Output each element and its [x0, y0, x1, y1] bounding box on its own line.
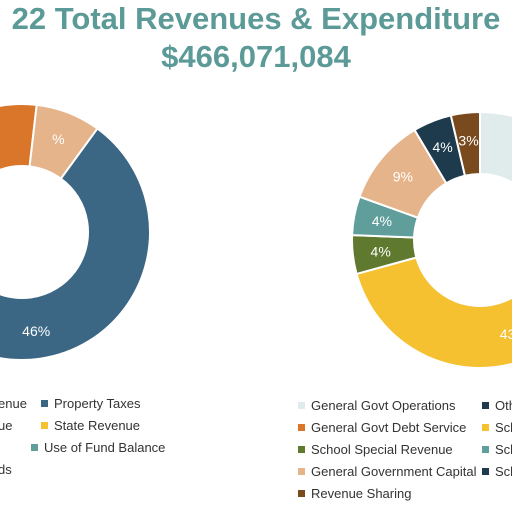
legend-item: State Revenue	[41, 418, 140, 434]
legend-swatch	[482, 424, 489, 431]
legend-swatch	[298, 490, 305, 497]
donut-chart-1: %%46%	[0, 103, 151, 361]
legend-item: General Govt Operations	[298, 398, 456, 414]
legend-swatch	[31, 444, 38, 451]
legend-label: Sch	[495, 464, 512, 479]
legend-item: Sch	[482, 442, 512, 458]
legend-item: Property Taxes	[41, 396, 140, 412]
chart-title-total: $466,071,084	[161, 39, 351, 74]
legend-item: ue	[0, 418, 12, 434]
slice-label: 46%	[22, 323, 50, 339]
legend-label: ue	[0, 418, 13, 433]
legend-label: General Government Capital	[311, 464, 477, 479]
legend-swatch	[298, 402, 305, 409]
legend-label: ds	[0, 462, 12, 477]
legend-label: Property Taxes	[54, 396, 141, 411]
legend-swatch	[482, 468, 489, 475]
legend-label: Sch	[495, 420, 512, 435]
slice-label: 43%	[500, 326, 512, 342]
legend-swatch	[41, 400, 48, 407]
legend-label: General Govt Debt Service	[311, 420, 467, 435]
donut-slice	[479, 110, 512, 184]
legend-item: General Govt Debt Service	[298, 420, 466, 436]
slice-label: 4%	[371, 243, 391, 259]
legend-swatch	[298, 424, 305, 431]
legend-item: enue	[0, 396, 27, 412]
legend-item: General Government Capital	[298, 464, 476, 480]
legend-label: Revenue Sharing	[311, 486, 412, 501]
legend-swatch	[298, 446, 305, 453]
legend-label: School Special Revenue	[311, 442, 453, 457]
legend-label: State Revenue	[54, 418, 141, 433]
legend-swatch	[482, 446, 489, 453]
legend-item: Use of Fund Balance	[31, 440, 165, 456]
slice-label: %	[52, 131, 64, 147]
legend-swatch	[482, 402, 489, 409]
legend-item: School Special Revenue	[298, 442, 453, 458]
slice-label: 9%	[393, 168, 413, 184]
donut-chart-2: 43% 4% 4% 9% 4% 3%	[351, 110, 512, 369]
legend-swatch	[41, 422, 48, 429]
legend-item: Revenue Sharing	[298, 486, 411, 502]
legend-swatch	[298, 468, 305, 475]
donut-slice	[449, 110, 481, 177]
donut-slice	[0, 127, 151, 361]
legend-label: Use of Fund Balance	[44, 440, 166, 455]
legend-label: General Govt Operations	[311, 398, 456, 413]
slice-label: 4%	[372, 213, 392, 229]
donut-slice	[355, 256, 512, 369]
legend-label: Oth	[495, 398, 512, 413]
legend-item: Sch	[482, 464, 512, 480]
slice-label: 3%	[458, 133, 478, 149]
legend-item: Oth	[482, 398, 512, 414]
legend-item: Sch	[482, 420, 512, 436]
slice-label: 4%	[433, 139, 453, 155]
legend-item: ds	[0, 462, 12, 478]
legend-label: Sch	[495, 442, 512, 457]
chart-title-line1: 22 Total Revenues & Expenditure	[11, 1, 501, 36]
legend-label: enue	[0, 396, 27, 411]
